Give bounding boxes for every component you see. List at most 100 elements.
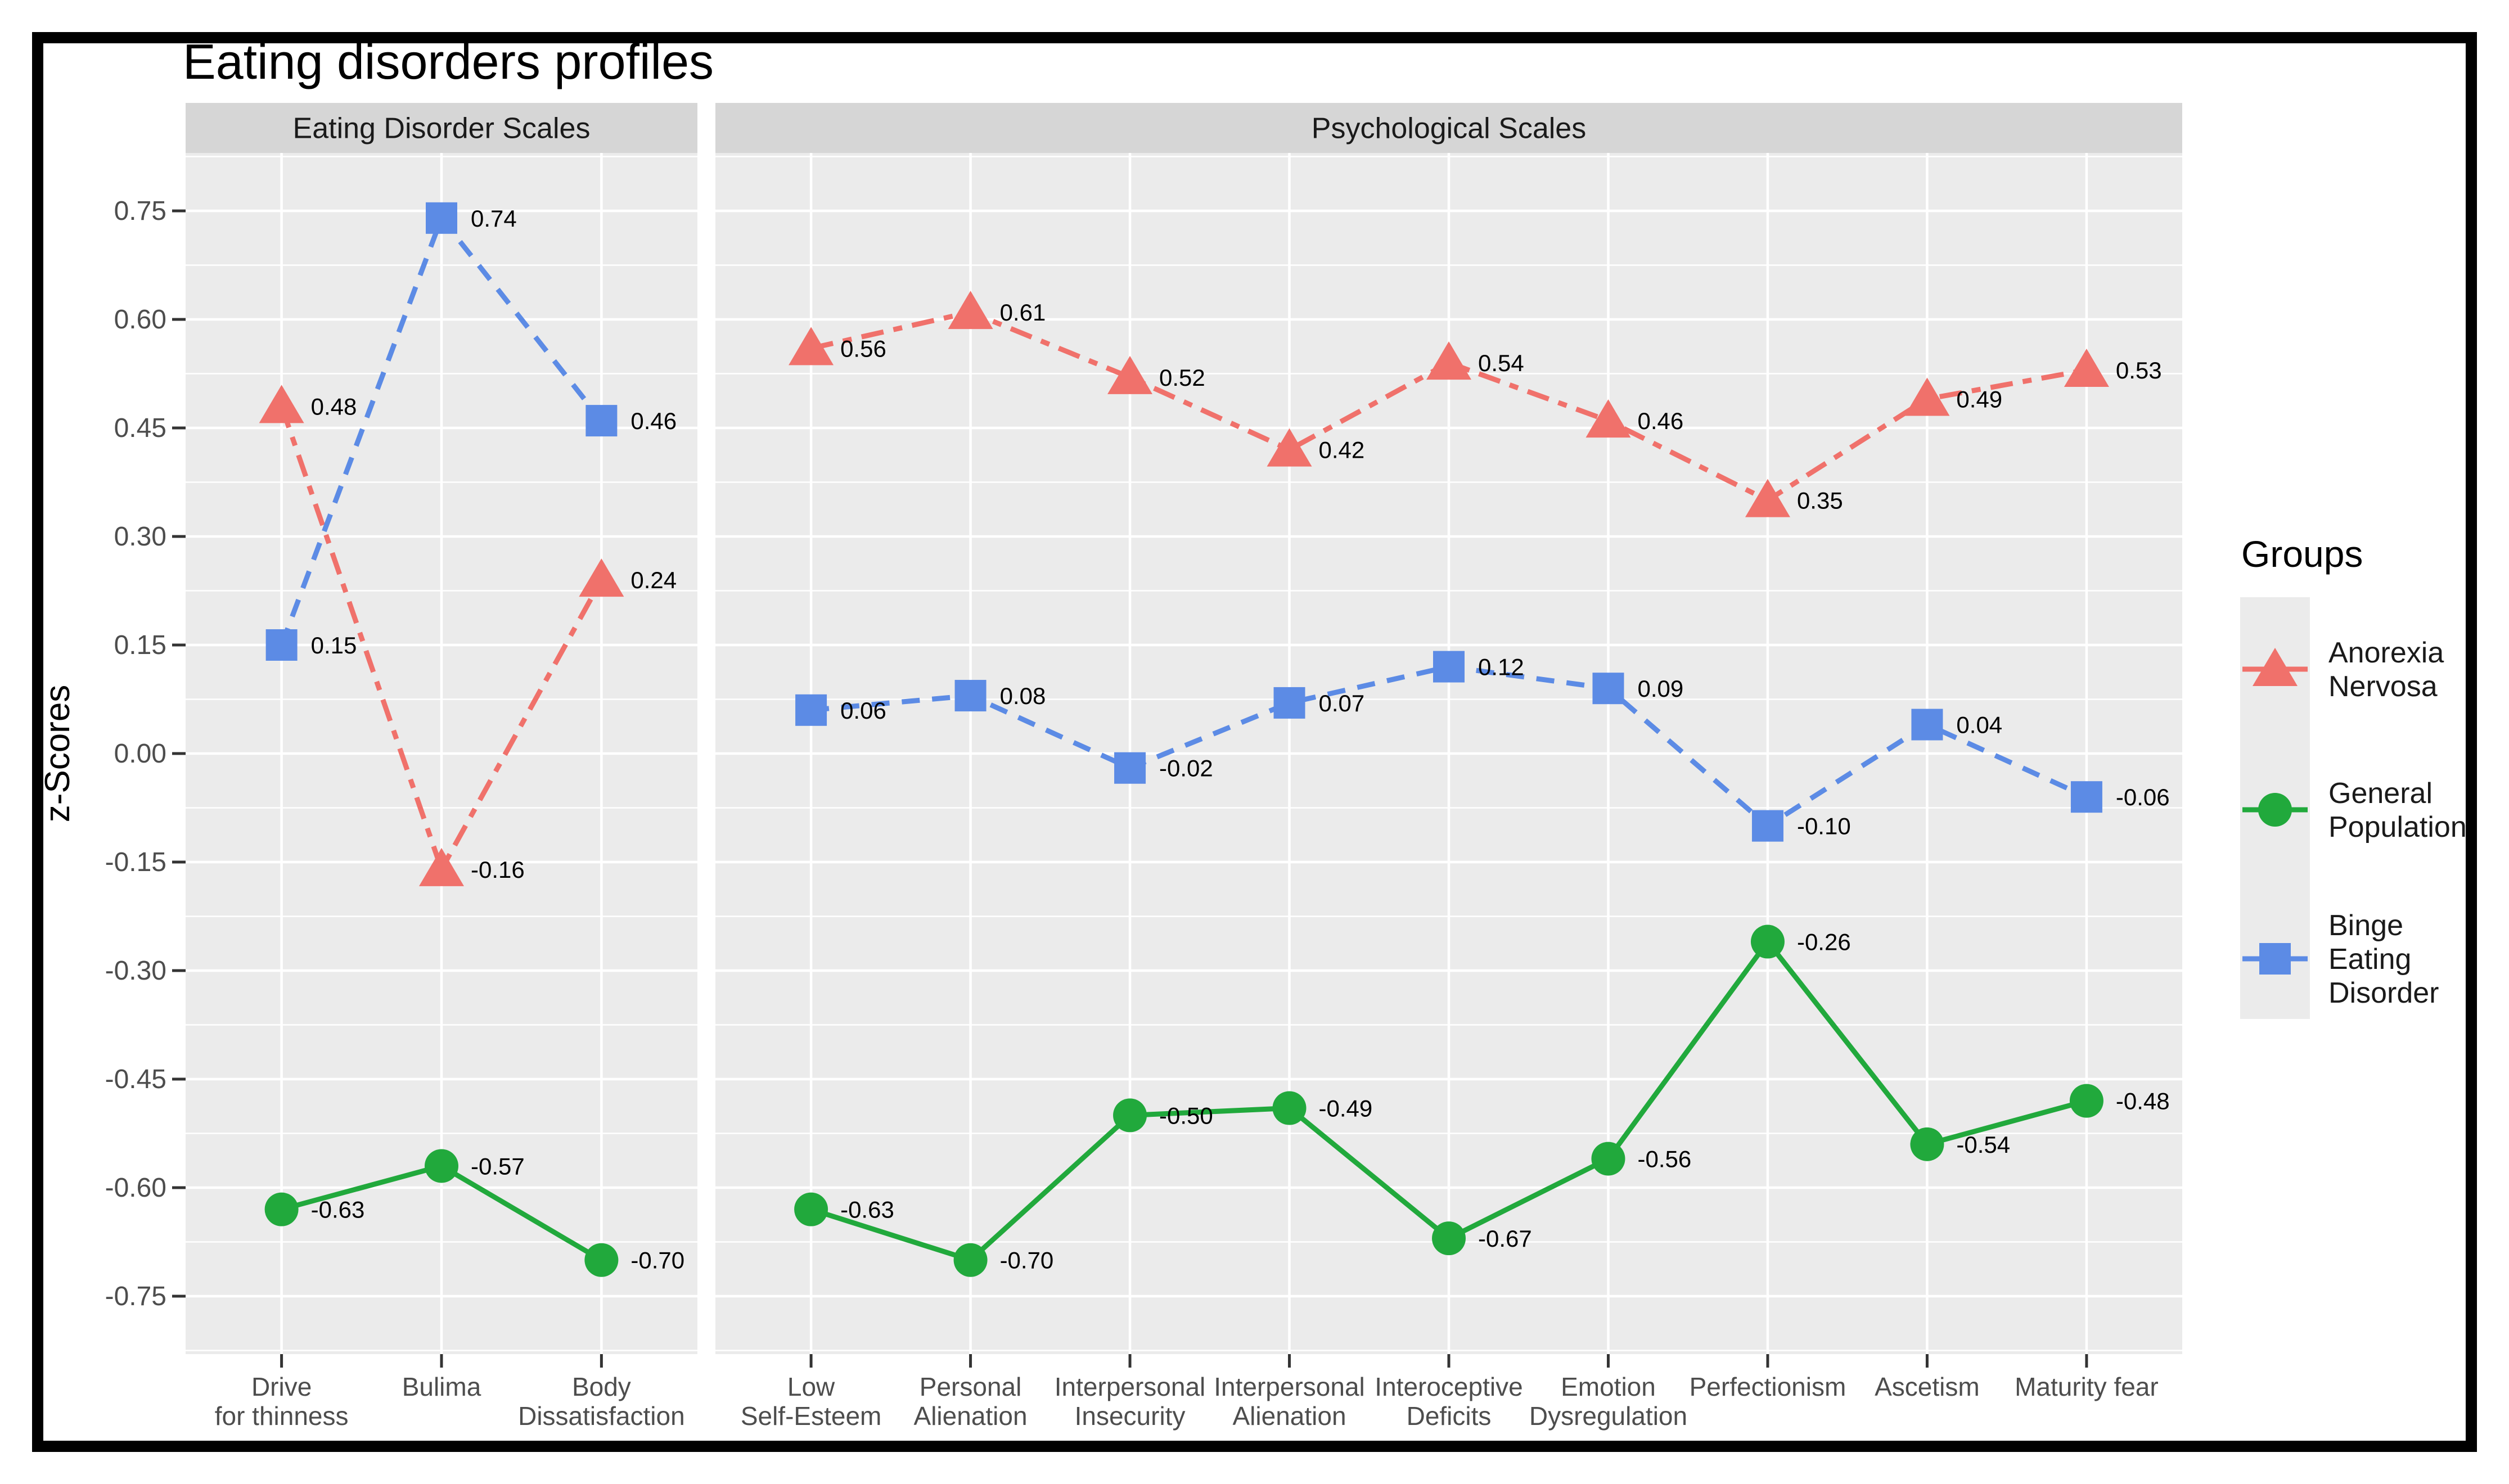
y-tick-label: -0.15 xyxy=(105,847,166,877)
y-tick-label: -0.45 xyxy=(105,1064,166,1094)
x-tick-label: Dissatisfaction xyxy=(518,1401,685,1431)
data-point-circle xyxy=(1113,1098,1147,1133)
data-point-triangle xyxy=(1107,355,1153,394)
data-point-label: 0.08 xyxy=(1000,683,1046,709)
x-tick-label: Dysregulation xyxy=(1529,1401,1687,1431)
y-axis: 0.75 0.60 0.45 0.30 0.15 0.00 -0.15 -0.30 -0.45 -… xyxy=(105,196,186,1311)
data-point-label: -0.26 xyxy=(1797,929,1851,955)
data-point-circle xyxy=(1591,1142,1625,1176)
data-point-label: -0.70 xyxy=(1000,1247,1054,1274)
data-point-label: 0.04 xyxy=(1956,712,2002,738)
data-point-label: -0.63 xyxy=(840,1197,894,1223)
series-line-triangle xyxy=(279,405,604,876)
legend-item-label: Anorexia xyxy=(2328,637,2444,669)
data-point-circle xyxy=(1432,1221,1466,1256)
data-point-label: -0.56 xyxy=(1637,1146,1691,1172)
data-point-circle xyxy=(794,1192,828,1226)
data-point-square xyxy=(585,405,618,437)
data-point-square xyxy=(1433,651,1465,683)
data-point-label: 0.52 xyxy=(1159,364,1205,391)
data-point-triangle xyxy=(419,847,464,886)
data-point-label: -0.50 xyxy=(1159,1102,1213,1129)
data-point-label: -0.10 xyxy=(1797,813,1851,840)
data-point-label: 0.48 xyxy=(311,393,357,420)
x-tick-label: Low xyxy=(787,1372,835,1401)
data-point-label: -0.67 xyxy=(1478,1225,1532,1252)
data-point-label: -0.49 xyxy=(1319,1095,1373,1122)
legend-circle-icon xyxy=(2258,793,2292,827)
legend-item-label: Disorder xyxy=(2328,977,2439,1009)
data-point-square xyxy=(954,680,987,712)
data-point-triangle xyxy=(789,327,834,366)
x-tick-label: Bulima xyxy=(402,1372,481,1401)
data-point-label: 0.42 xyxy=(1319,437,1365,463)
data-point-triangle xyxy=(579,558,624,597)
y-tick-label: -0.60 xyxy=(105,1173,166,1203)
data-point-circle xyxy=(2069,1084,2103,1118)
x-tick-label: Interpersonal xyxy=(1214,1372,1365,1401)
data-point-circle xyxy=(425,1149,458,1183)
data-point-square xyxy=(1592,673,1624,705)
data-point-label: -0.57 xyxy=(471,1153,525,1179)
data-point-label: 0.12 xyxy=(1478,654,1524,680)
data-point-label: -0.16 xyxy=(471,856,525,883)
data-point-triangle xyxy=(1745,479,1790,517)
y-tick-label: 0.30 xyxy=(114,522,166,552)
data-point-label: 0.09 xyxy=(1637,675,1683,702)
x-tick-label: Alienation xyxy=(914,1401,1028,1431)
data-point-label: 0.35 xyxy=(1797,488,1843,514)
data-point-square xyxy=(426,202,457,234)
data-point-triangle xyxy=(2064,349,2109,387)
data-point-label: 0.61 xyxy=(1000,299,1046,326)
x-tick-label: Emotion xyxy=(1561,1372,1656,1401)
data-point-label: 0.74 xyxy=(471,205,517,232)
data-point-circle xyxy=(953,1243,988,1277)
y-tick-label: 0.45 xyxy=(114,413,166,443)
legend-triangle-icon xyxy=(2253,648,2298,686)
data-point-label: 0.46 xyxy=(1637,408,1683,434)
data-point-square xyxy=(1911,709,1943,741)
data-point-square xyxy=(265,629,298,661)
data-point-square xyxy=(1114,752,1146,784)
data-point-circle xyxy=(1750,924,1785,959)
x-tick-label: for thinness xyxy=(215,1401,349,1431)
x-tick-label: Drive xyxy=(251,1372,312,1401)
legend-item-label: General xyxy=(2328,777,2433,810)
data-point-triangle xyxy=(1585,399,1631,438)
x-tick-label: Insecurity xyxy=(1075,1401,1186,1431)
data-point-triangle xyxy=(259,385,304,423)
y-axis-title: z-Scores xyxy=(38,685,77,823)
x-tick-label: Ascetism xyxy=(1875,1372,1980,1401)
data-point-square xyxy=(1273,687,1305,719)
x-tick-label: Body xyxy=(572,1372,631,1401)
data-point-label: 0.53 xyxy=(2116,357,2162,384)
y-tick-label: 0.60 xyxy=(114,305,166,335)
x-tick-label: Personal xyxy=(920,1372,1022,1401)
facet-strip-label: Psychological Scales xyxy=(1312,112,1586,145)
data-point-circle xyxy=(264,1192,299,1226)
legend-title: Groups xyxy=(2241,533,2363,575)
x-tick-label: Maturity fear xyxy=(2015,1372,2159,1401)
x-tick-label: Deficits xyxy=(1407,1401,1492,1431)
data-point-label: -0.02 xyxy=(1159,755,1213,782)
chart-title: Eating disorders profiles xyxy=(183,34,714,89)
data-point-triangle xyxy=(1426,341,1471,380)
data-point-label: 0.06 xyxy=(840,697,886,724)
legend-square-icon xyxy=(2259,943,2291,975)
data-point-square xyxy=(1751,810,1783,842)
data-point-triangle xyxy=(1904,377,1950,416)
x-tick-label: Interpersonal xyxy=(1055,1372,1206,1401)
x-tick-label: Alienation xyxy=(1232,1401,1346,1431)
data-point-circle xyxy=(1272,1091,1307,1125)
legend-item-label: Nervosa xyxy=(2328,670,2438,703)
y-tick-label: 0.15 xyxy=(114,630,166,660)
data-point-label: 0.46 xyxy=(630,408,677,434)
y-tick-label: -0.30 xyxy=(105,956,166,986)
data-point-label: -0.70 xyxy=(630,1247,684,1274)
